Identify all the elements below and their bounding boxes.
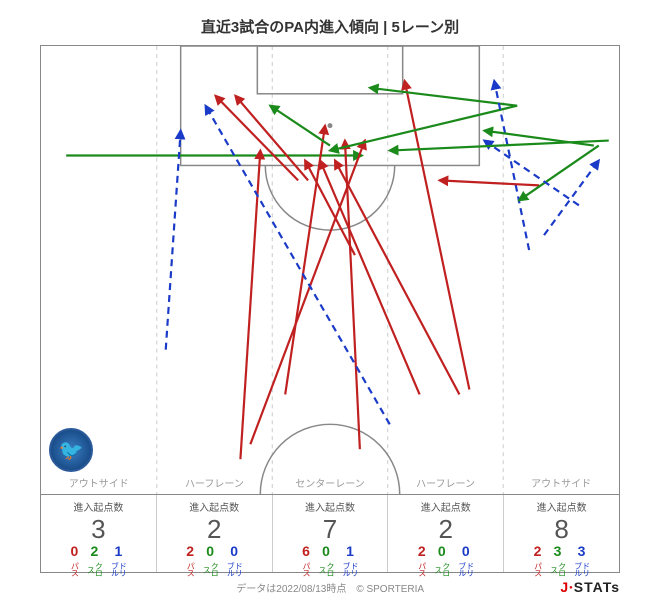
stat-total: 3 [43, 516, 154, 542]
pitch-svg [41, 46, 619, 494]
footer-logo-j: J [560, 579, 568, 595]
lane-label: ハーフレーン [157, 475, 273, 490]
footer-text: データは2022/08/13時点 © SPORTERIA [40, 580, 560, 595]
stat-sub: 2パス [534, 544, 542, 579]
stat-sub: 0クロス [318, 544, 334, 579]
lane-label: アウトサイド [41, 475, 157, 490]
stat-cell: 進入起点数22パス0クロス0ドリブル [157, 495, 273, 572]
stat-sub-num: 0 [462, 544, 470, 558]
stat-sub-num: 0 [322, 544, 330, 558]
stat-sub-label: クロス [434, 559, 450, 579]
stat-sub: 3クロス [550, 544, 566, 579]
footer-logo-stats: STATs [574, 579, 620, 595]
footer-logo: J STATs [560, 579, 620, 595]
stat-sub: 2パス [186, 544, 194, 579]
stat-sub: 0ドリブル [226, 544, 242, 579]
stat-sub-label: パス [70, 559, 78, 579]
stat-sub: 6パス [302, 544, 310, 579]
stat-sub-label: クロス [86, 559, 102, 579]
stat-sub-label: パス [418, 559, 426, 579]
stat-breakdown: 6パス 0クロス 1ドリブル [275, 544, 386, 579]
stat-sub-label: ドリブル [110, 559, 126, 579]
stat-sub: 0クロス [202, 544, 218, 579]
stat-breakdown: 2パス0クロス0ドリブル [159, 544, 270, 579]
stat-sub: 0ドリブル [458, 544, 474, 579]
stat-sub-label: クロス [318, 559, 334, 579]
lane-label: アウトサイド [503, 475, 619, 490]
stat-cell: 進入起点数30パス2クロス1ドリブル [41, 495, 157, 572]
stat-sub: 0パス [70, 544, 78, 579]
stat-sub-label: パス [534, 559, 542, 579]
stat-sub-num: 0 [70, 544, 78, 558]
stat-sub: 1ドリブル [342, 544, 358, 579]
stat-cell: 進入起点数22パス0クロス0ドリブル [388, 495, 504, 572]
stat-sub-label: クロス [550, 559, 566, 579]
stat-sub-num: 0 [206, 544, 214, 558]
stat-cell-title: 進入起点数 [159, 499, 270, 514]
stat-cell: 進入起点数82パス3クロス3ドリブル [504, 495, 619, 572]
stat-total: 2 [159, 516, 270, 542]
stat-sub: 0クロス [434, 544, 450, 579]
stat-sub-num: 1 [114, 544, 122, 558]
stat-sub-num: 2 [186, 544, 194, 558]
stat-sub-num: 0 [438, 544, 446, 558]
stat-sub: 3ドリブル [574, 544, 590, 579]
lane-label: センターレーン [272, 475, 388, 490]
stat-sub-label: クロス [202, 559, 218, 579]
chart-container: 直近3試合のPA内進入傾向 | 5レーン別 🐦 アウトサイドハーフレーンセンター… [40, 10, 620, 600]
stat-sub-label: ドリブル [226, 559, 242, 579]
stat-sub-num: 6 [302, 544, 310, 558]
stat-cell-title: 進入起点数 [275, 499, 386, 514]
stat-breakdown: 2パス0クロス0ドリブル [390, 544, 501, 579]
stat-sub-num: 3 [554, 544, 562, 558]
stat-sub-num: 2 [90, 544, 98, 558]
stat-cell: 進入起点数76パス0クロス1ドリブル [273, 495, 389, 572]
stat-cell-title: 進入起点数 [506, 499, 617, 514]
stat-sub: 2クロス [86, 544, 102, 579]
stat-sub-num: 1 [346, 544, 354, 558]
stat-sub: 2パス [418, 544, 426, 579]
team-logo: 🐦 [49, 428, 93, 472]
stat-total: 7 [275, 516, 386, 542]
stat-sub-label: ドリブル [458, 559, 474, 579]
stat-sub-label: パス [302, 559, 310, 579]
lane-label: ハーフレーン [388, 475, 504, 490]
stat-sub-label: ドリブル [574, 559, 590, 579]
stat-sub-num: 2 [534, 544, 542, 558]
stat-sub-num: 2 [418, 544, 426, 558]
stat-sub: 1ドリブル [110, 544, 126, 579]
lane-labels-row: アウトサイドハーフレーンセンターレーンハーフレーンアウトサイド [41, 475, 619, 490]
stat-total: 8 [506, 516, 617, 542]
stat-sub-num: 3 [578, 544, 586, 558]
stat-breakdown: 2パス3クロス3ドリブル [506, 544, 617, 579]
stat-breakdown: 0パス 2クロス 1ドリブル [43, 544, 154, 579]
stat-cell-title: 進入起点数 [390, 499, 501, 514]
pitch-area: 🐦 アウトサイドハーフレーンセンターレーンハーフレーンアウトサイド [40, 45, 620, 495]
stat-sub-label: ドリブル [342, 559, 358, 579]
team-logo-glyph: 🐦 [59, 438, 84, 463]
stat-sub-num: 0 [230, 544, 238, 558]
stats-row: 進入起点数30パス2クロス1ドリブル進入起点数22パス0クロス0ドリブル進入起点… [40, 495, 620, 573]
chart-title: 直近3試合のPA内進入傾向 | 5レーン別 [40, 10, 620, 45]
stat-sub-label: パス [186, 559, 194, 579]
stat-total: 2 [390, 516, 501, 542]
stat-cell-title: 進入起点数 [43, 499, 154, 514]
